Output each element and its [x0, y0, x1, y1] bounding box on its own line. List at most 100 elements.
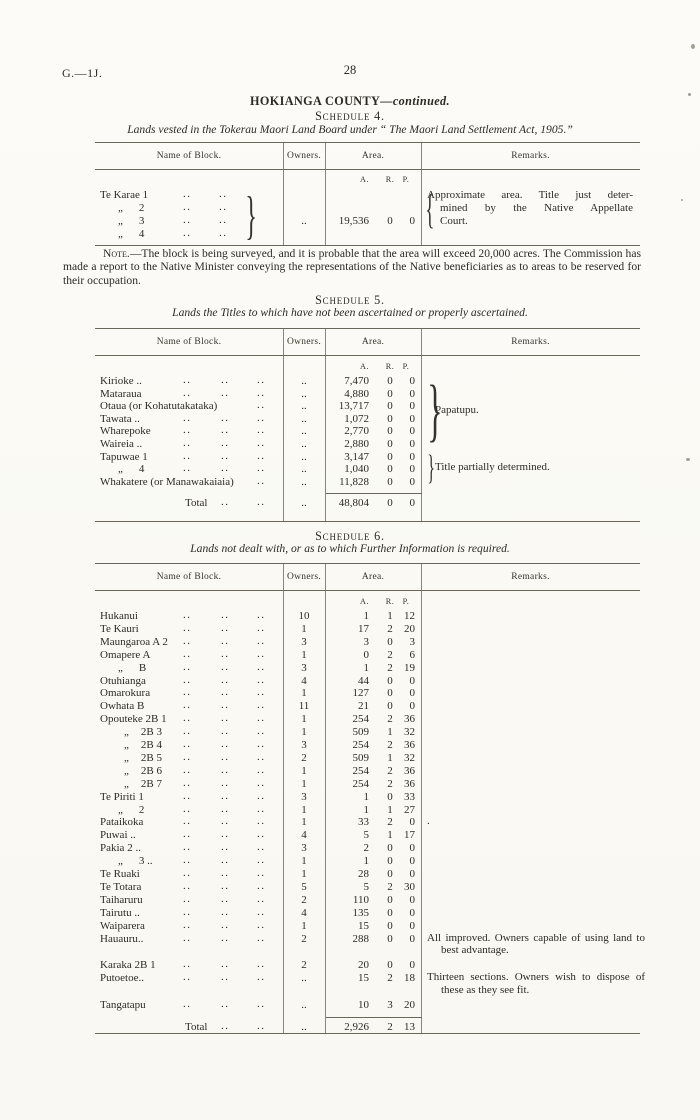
area-roods: 0: [387, 919, 393, 932]
area-perches: 17: [404, 829, 415, 842]
area-roods: 1: [387, 803, 393, 816]
area-acres: 135: [352, 906, 370, 919]
dot-leader: ..: [257, 673, 266, 686]
area-roods: 2: [387, 713, 393, 726]
owners-value: 1: [301, 803, 307, 816]
remark-text: .: [427, 815, 430, 828]
dot-leader: ..: [183, 673, 192, 686]
block-name: Opouteke 2B 1: [100, 713, 167, 726]
table-row: Tawata .......... 1,072 0 0: [95, 412, 640, 426]
owners-value: 1: [301, 713, 307, 726]
block-name: „ 2B 6: [124, 764, 162, 777]
area-perches: 20: [404, 622, 415, 635]
area-roods: 0: [387, 400, 393, 413]
dot-leader: ..: [257, 828, 266, 841]
area-roods: 0: [387, 450, 393, 463]
owners-value: 3: [301, 790, 307, 803]
block-name: Owhata B: [100, 700, 145, 713]
area-perches: 0: [409, 893, 416, 906]
dot-leader: ..: [257, 386, 266, 399]
area-acres: 15: [358, 972, 369, 985]
table-row: Te Totara...... 5 5 2 30: [95, 880, 640, 894]
area-perches: 32: [404, 751, 415, 764]
dot-leader: ..: [183, 386, 192, 399]
block-name: Omapere A: [100, 648, 151, 661]
area-acres: 288: [352, 932, 370, 945]
column-divider: [421, 143, 422, 245]
dot-leader: ..: [221, 437, 230, 449]
schedule5-heading: Schedule 5.: [315, 293, 385, 307]
table-row: Karaka 2B 1...... 2 20 0 0: [95, 958, 640, 972]
grouping-brace: }: [245, 187, 257, 245]
area-perches: 36: [404, 777, 415, 790]
area-roods: 0: [387, 700, 393, 713]
area-roods: 2: [387, 1021, 393, 1034]
area-acres: 11,828: [339, 475, 369, 488]
owners-value: 1: [301, 764, 307, 777]
area-acres: 20: [358, 959, 369, 972]
area-acres: 3,147: [344, 450, 369, 463]
area-perches: 0: [409, 438, 416, 450]
owners-value: 2: [301, 932, 307, 945]
owners-value: ..: [301, 412, 307, 425]
table-row: Kirioke .......... 7,470 0 0: [95, 374, 640, 388]
column-header-area: Area.: [361, 572, 385, 582]
block-name: „ B: [118, 661, 147, 674]
table-row: Wharepoke........ 2,770 0 0: [95, 424, 640, 438]
dot-leader: ..: [221, 725, 230, 738]
dot-leader: ..: [183, 647, 192, 660]
remark-line: Approximate area. Title just deter-: [427, 189, 633, 201]
dot-leader: ..: [221, 854, 230, 867]
column-header-owners: Owners.: [286, 151, 322, 161]
block-name: „ 2: [118, 202, 145, 214]
dot-leader: ..: [183, 621, 192, 634]
area-roods: 0: [387, 497, 393, 510]
owners-value: ..: [301, 215, 307, 227]
table-row: Maungaroa A 2...... 3 3 0 3: [95, 634, 640, 649]
table-row: Otaua (or Kohatutakataka).... 13,717 0 0: [95, 399, 640, 413]
dot-leader: ..: [221, 828, 230, 841]
table-row: „ 4....: [95, 227, 640, 241]
schedule6-table: Name of Block. Owners. Area. Remarks. A. R. P.…: [95, 563, 645, 1034]
dot-leader: ..: [183, 931, 192, 944]
table-header-row: Name of Block. Owners. Area. Remarks.: [95, 329, 640, 356]
area-roods: 1: [387, 829, 393, 842]
group-remark: Title partially determined.: [435, 460, 550, 473]
area-acres: 1,040: [344, 463, 369, 476]
block-name: „ 2B 3: [124, 726, 162, 739]
grouping-brace: }: [427, 447, 435, 487]
dot-leader: ..: [257, 958, 266, 971]
owners-value: 4: [301, 674, 307, 687]
column-divider: [325, 143, 326, 245]
dot-leader: ..: [221, 789, 230, 802]
block-name: Maungaroa A 2: [100, 635, 168, 648]
block-name: Putoetoe..: [100, 972, 144, 985]
dot-leader: ..: [257, 998, 266, 1011]
dot-leader: ..: [183, 609, 192, 621]
dot-leader: ..: [183, 854, 192, 867]
area-perches: 36: [404, 713, 415, 726]
table-row: „ 2...... 1 1 1 27: [95, 803, 640, 817]
block-name: Whakatere (or Manawakaiaia): [100, 475, 234, 488]
dot-leader: ..: [257, 854, 266, 867]
area-roods: 2: [387, 764, 393, 777]
dot-leader: ..: [183, 634, 192, 647]
owners-value: 1: [301, 687, 307, 700]
owners-value: ..: [301, 400, 307, 413]
area-acres: 509: [352, 726, 370, 739]
area-acres: 7,470: [344, 375, 369, 387]
dot-leader: ..: [221, 374, 230, 386]
dot-leader: ..: [183, 905, 192, 918]
county-title-text: HOKIANGA COUNTY: [249, 94, 381, 108]
area-perches: 18: [404, 972, 415, 985]
table-row: Omapere A...... 1 0 2 6: [95, 647, 640, 662]
dot-leader: ..: [221, 673, 230, 686]
area-acres: 33: [358, 816, 369, 829]
block-name: Otuhianga: [100, 674, 146, 687]
dot-leader: ..: [257, 892, 266, 905]
owners-value: ..: [301, 375, 307, 387]
area-perches: 0: [409, 687, 416, 700]
owners-value: 2: [301, 751, 307, 764]
table-row: Te Ruaki...... 1 28 0 0: [95, 867, 640, 881]
area-roods: 0: [387, 842, 393, 855]
